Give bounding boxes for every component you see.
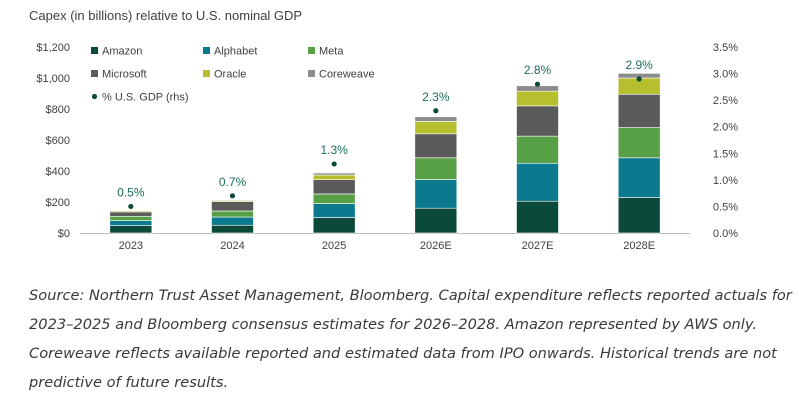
bar-segment-alphabet — [312, 203, 356, 218]
bar-segment-oracle — [109, 210, 153, 213]
legend-swatch — [91, 70, 98, 77]
y-tick-label: $400 — [46, 166, 70, 178]
bar-segment-amazon — [211, 224, 254, 234]
bar-segment-microsoft — [617, 93, 661, 128]
bar-segment-meta — [516, 135, 559, 164]
x-tick-label: 2024 — [220, 240, 244, 252]
x-tick-label: 2023 — [119, 240, 143, 252]
legend-swatch-dot — [91, 93, 98, 100]
gdp-data-label: 1.3% — [320, 143, 348, 157]
x-tick-label: 2027E — [522, 240, 554, 252]
bar-segment-alphabet — [414, 179, 458, 209]
gdp-point — [229, 193, 236, 199]
bar-segment-coreweave — [414, 116, 458, 122]
bar-segment-amazon — [516, 200, 559, 234]
bar-segment-oracle — [516, 90, 559, 107]
gdp-data-label: 0.7% — [219, 175, 247, 189]
bar-segment-meta — [414, 157, 458, 180]
bar-segment-meta — [109, 215, 153, 221]
bar-segment-meta — [211, 210, 254, 218]
gdp-data-label: 2.8% — [524, 63, 552, 77]
legend-swatch — [203, 47, 210, 54]
legend-label: Coreweave — [319, 69, 375, 81]
legend-label: Microsoft — [102, 69, 147, 81]
y2-tick-label: 3.5% — [713, 42, 738, 54]
y2-tick-label: 3.0% — [713, 69, 738, 81]
bar-segment-microsoft — [211, 201, 254, 212]
y2-tick-label: 2.5% — [713, 95, 738, 107]
x-tick-label: 2028E — [623, 240, 655, 252]
bar-segment-alphabet — [109, 220, 153, 226]
capex-chart: Capex (in billions) relative to U.S. nom… — [29, 8, 738, 252]
bar-segment-alphabet — [211, 216, 254, 226]
bar-segment-meta — [617, 127, 661, 159]
chart-plot: $0 $200 $400 $600 $800 $1,000 $1,200 0.0% 0.5% 1.… — [36, 42, 738, 252]
gdp-point — [636, 76, 642, 82]
y2-tick-label: 1.5% — [713, 148, 738, 160]
y-tick-label: $0 — [58, 228, 70, 240]
y2-tick-label: 2.0% — [713, 122, 738, 134]
bar-segment-oracle — [312, 174, 356, 180]
gdp-point — [331, 161, 337, 167]
source-caption: Source: Northern Trust Asset Management,… — [29, 281, 792, 397]
caption-line: Coreweave reflects available reported an… — [29, 345, 777, 362]
y-tick-label: $800 — [46, 104, 70, 116]
y-tick-label: $1,000 — [36, 73, 70, 85]
y-tick-label: $600 — [46, 135, 70, 147]
gdp-point — [534, 81, 541, 87]
bar-segment-amazon — [109, 225, 153, 234]
caption-line: Source: Northern Trust Asset Management,… — [29, 287, 792, 304]
caption-line: 2023–2025 and Bloomberg consensus estima… — [29, 316, 757, 333]
gdp-point — [128, 203, 134, 210]
chart-title: Capex (in billions) relative to U.S. nom… — [29, 8, 303, 23]
gdp-point — [433, 108, 439, 114]
bar-segment-coreweave — [312, 172, 356, 176]
legend-swatch — [308, 47, 315, 54]
y2-tick-label: 1.0% — [713, 175, 738, 187]
bar-segment-microsoft — [414, 133, 458, 159]
legend-swatch — [308, 70, 315, 77]
bar-segment-microsoft — [516, 105, 559, 137]
bar-segment-amazon — [312, 217, 356, 234]
bar-segment-oracle — [414, 121, 458, 135]
caption-line: predictive of future results. — [29, 374, 229, 391]
gdp-data-label: 0.5% — [117, 185, 145, 199]
legend-label: % U.S. GDP (rhs) — [102, 92, 189, 104]
y-tick-label: $200 — [46, 197, 70, 209]
x-tick-label: 2025 — [322, 240, 346, 252]
y2-tick-label: 0.5% — [713, 201, 738, 213]
gdp-data-label: 2.3% — [422, 90, 450, 104]
bar-segment-amazon — [617, 197, 661, 234]
bar-segment-alphabet — [516, 162, 559, 202]
bar-segment-microsoft — [109, 211, 153, 217]
gdp-data-label: 2.9% — [625, 58, 653, 72]
x-tick-label: 2026E — [420, 240, 452, 252]
legend-label: Meta — [319, 46, 344, 58]
bar-segment-alphabet — [617, 157, 661, 198]
legend-label: Alphabet — [214, 46, 257, 58]
bar-segment-coreweave — [211, 199, 254, 201]
legend-label: Oracle — [214, 69, 246, 81]
y2-tick-label: 0.0% — [713, 228, 738, 240]
bar-segment-amazon — [414, 207, 458, 234]
y-tick-label: $1,200 — [36, 42, 70, 54]
legend-swatch — [91, 47, 98, 54]
legend-label: Amazon — [102, 46, 142, 58]
bar-segment-meta — [312, 193, 356, 204]
legend-swatch — [203, 70, 210, 77]
bar-segment-microsoft — [312, 179, 356, 195]
